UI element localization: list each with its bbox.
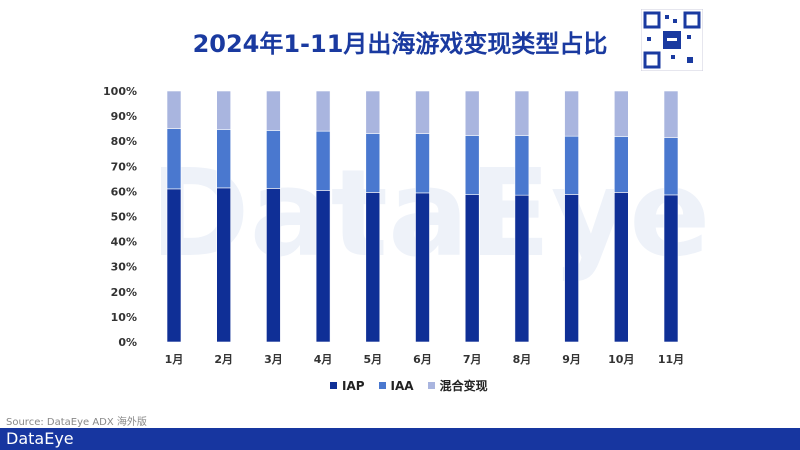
bar-segment-iaa xyxy=(166,128,182,190)
bar-segment-iaa xyxy=(365,133,381,193)
legend: IAP IAA 混合变现 xyxy=(330,377,488,394)
legend-swatch xyxy=(427,382,435,389)
qr-code-icon xyxy=(641,9,703,71)
x-tick-label: 11月 xyxy=(658,353,684,366)
bar-segment-iaa xyxy=(415,133,430,194)
bar-segment-iap xyxy=(266,188,281,343)
y-tick-label: 60% xyxy=(111,185,137,198)
legend-label: 混合变现 xyxy=(439,379,488,393)
x-tick-label: 1月 xyxy=(165,353,184,366)
x-tick-label: 4月 xyxy=(314,353,333,366)
bar-segment-mixed xyxy=(365,90,381,134)
y-tick-label: 20% xyxy=(111,286,137,299)
bar-segment-iaa xyxy=(564,135,579,195)
bar-segment-iap xyxy=(166,188,182,343)
bar-segment-iap xyxy=(514,194,530,343)
bar-segment-iap xyxy=(613,192,629,343)
y-tick-label: 10% xyxy=(111,311,137,324)
y-tick-label: 70% xyxy=(111,160,137,173)
bar-segment-iap xyxy=(216,187,231,343)
x-tick-label: 5月 xyxy=(363,353,382,366)
bar-segment-iaa xyxy=(266,130,281,189)
bar-segment-iap xyxy=(315,190,331,343)
bar-segment-mixed xyxy=(613,90,629,137)
bar-segment-iaa xyxy=(514,135,530,196)
legend-swatch xyxy=(378,382,386,389)
y-tick-label: 30% xyxy=(111,261,137,274)
x-tick-label: 9月 xyxy=(562,353,581,366)
bar-segment-iaa xyxy=(315,130,331,191)
y-tick-label: 80% xyxy=(111,135,137,148)
x-tick-label: 2月 xyxy=(214,353,233,366)
bar-segment-mixed xyxy=(415,90,430,134)
y-tick-label: 90% xyxy=(111,110,137,123)
source-note: Source: DataEye ADX 海外版 xyxy=(6,417,147,428)
y-tick-label: 0% xyxy=(118,336,137,349)
bar-segment-iaa xyxy=(663,137,679,196)
legend-item-mixed: 混合变现 xyxy=(427,377,488,394)
bar-segment-iap xyxy=(464,194,480,343)
bar-segment-mixed xyxy=(564,90,579,137)
bar-segment-iap xyxy=(415,192,430,343)
x-tick-label: 10月 xyxy=(608,353,634,366)
brand-logo: DataEye xyxy=(6,429,74,448)
legend-swatch xyxy=(330,382,337,389)
legend-label: IAA xyxy=(390,378,414,393)
bar-segment-mixed xyxy=(514,90,530,136)
y-tick-label: 50% xyxy=(111,211,137,224)
x-tick-label: 8月 xyxy=(513,353,532,366)
bar-segment-iaa xyxy=(464,135,480,195)
bar-segment-iap xyxy=(365,192,381,343)
bar-segment-mixed xyxy=(166,90,182,129)
bar-segment-mixed xyxy=(663,90,679,138)
bar-segment-iaa xyxy=(216,129,231,189)
bar-segment-mixed xyxy=(216,90,231,130)
bar-segment-mixed xyxy=(315,90,331,132)
x-tick-label: 3月 xyxy=(264,353,283,366)
bar-segment-iaa xyxy=(613,136,629,193)
chart-title: 2024年1-11月出海游戏变现类型占比 xyxy=(192,30,608,58)
bar-segment-mixed xyxy=(266,90,281,131)
y-tick-label: 40% xyxy=(111,236,137,249)
footer-bar: DataEye xyxy=(0,428,800,450)
bar-segment-iap xyxy=(564,194,579,343)
legend-label: IAP xyxy=(342,378,365,393)
bar-segment-mixed xyxy=(464,90,480,136)
x-tick-label: 7月 xyxy=(463,353,482,366)
y-tick-label: 100% xyxy=(103,85,137,98)
legend-item-iap: IAP xyxy=(330,377,365,394)
x-tick-label: 6月 xyxy=(413,353,432,366)
bar-segment-iap xyxy=(663,194,679,343)
stacked-bar-chart: 0% 10% 20% 30% 40% 50% 60% 70% 80% 90% 100% 1月 2月 3月 4… xyxy=(103,85,684,366)
legend-item-iaa: IAA xyxy=(378,377,414,394)
